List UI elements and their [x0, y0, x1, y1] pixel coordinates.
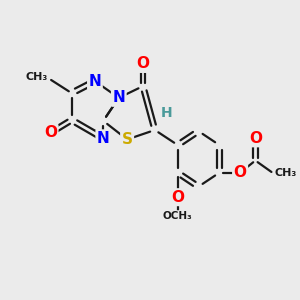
Text: N: N	[112, 90, 125, 105]
Text: O: O	[234, 165, 247, 180]
Text: N: N	[88, 74, 101, 89]
Text: N: N	[97, 131, 110, 146]
Text: CH₃: CH₃	[26, 72, 48, 82]
Text: O: O	[136, 56, 149, 71]
Text: O: O	[171, 190, 184, 205]
Text: CH₃: CH₃	[275, 168, 297, 178]
Text: S: S	[122, 132, 133, 147]
Text: OCH₃: OCH₃	[163, 211, 193, 221]
Text: O: O	[44, 125, 57, 140]
Text: O: O	[249, 131, 262, 146]
Text: H: H	[161, 106, 172, 120]
